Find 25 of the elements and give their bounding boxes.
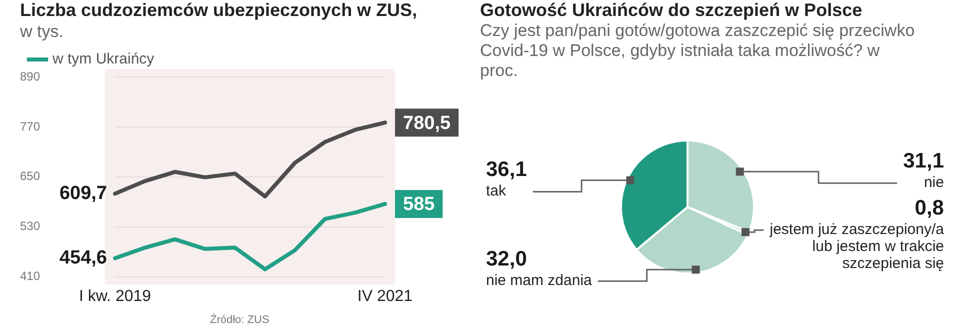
y-tick-label: 530 [20,219,40,234]
chart-title: Liczba cudzoziemców ubezpieczonych w ZUS, [20,0,418,20]
slice-label: jestem już zaszczepiony/a lub jestem w trakcie szczepienia się [768,220,945,272]
data-label: 32,0 [486,247,527,270]
chart-subtitle: w tys. [20,22,64,41]
y-tick-label: 890 [20,69,40,84]
y-tick-label: 770 [20,119,40,134]
y-tick-label: 650 [20,169,40,184]
legend-label: w tym Ukraińcy [52,50,155,68]
chart-title: Gotowość Ukraińców do szczepień w Polsce [480,0,864,21]
slice-label: nie [924,174,944,191]
data-label: 585 [403,194,436,216]
slice-label: tak [486,182,507,200]
data-label: 780,5 [403,112,451,134]
y-tick-label: 410 [20,269,40,284]
data-label: 454,6 [59,247,107,268]
slice-label: nie mam zdania [486,272,593,289]
x-tick-label: IV 2021 [357,288,413,305]
x-tick-label: I kw. 2019 [78,288,152,305]
text: Źródło: ZUS [210,314,270,326]
data-label: 0,8 [914,196,944,220]
data-label: 609,7 [59,182,107,204]
data-label: 36,1 [486,158,528,182]
chart-subtitle: Czy jest pan/pani gotów/gotowa zaszczepić się przeciwko Covid-19 w Polsce, gdyby istniała taka możliwość? w proc. [480,21,916,81]
data-label: 31,1 [903,149,944,172]
